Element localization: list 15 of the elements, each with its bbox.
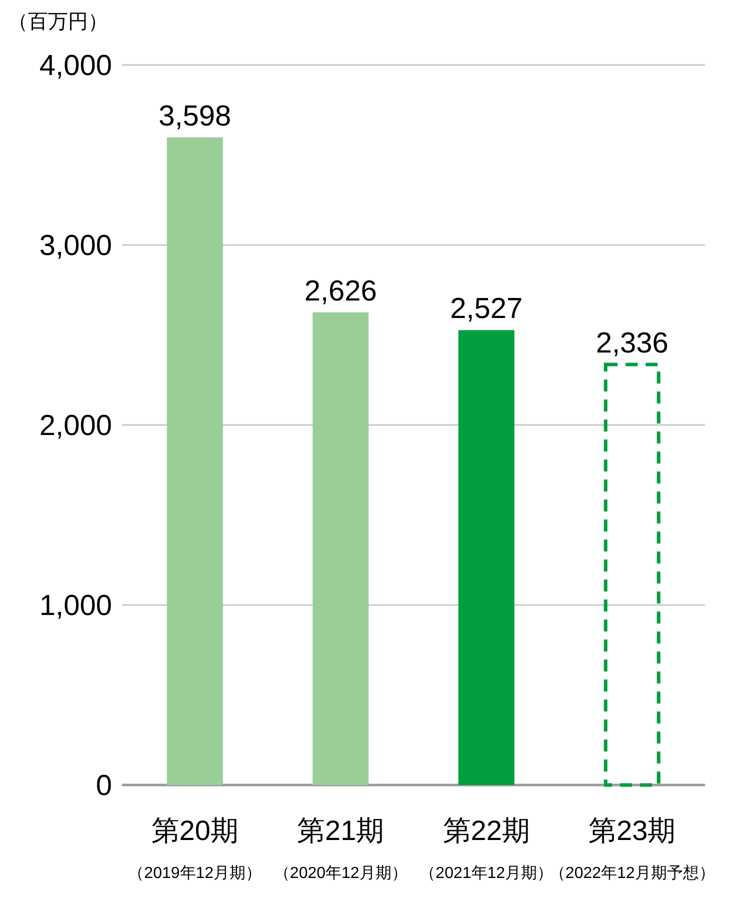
y-tick-label: 2,000 [39,410,112,442]
data-label: 2,626 [304,275,377,308]
y-tick-label: 1,000 [39,590,112,622]
x-tick-label: 第20期（2019年12月期） [128,815,262,882]
y-tick-label: 3,000 [39,230,112,262]
bar [312,312,369,785]
data-label: 2,527 [450,293,523,326]
bar [458,330,514,785]
data-label: 3,598 [158,100,232,132]
y-tick-label: 4,000 [39,50,112,82]
x-tick-label: 第21期（2020年12月期） [274,815,408,882]
y-tick-label: 0 [96,770,112,802]
y-axis-title: （百万円） [8,11,108,33]
bar [166,137,223,785]
data-label: 2,336 [596,328,668,360]
